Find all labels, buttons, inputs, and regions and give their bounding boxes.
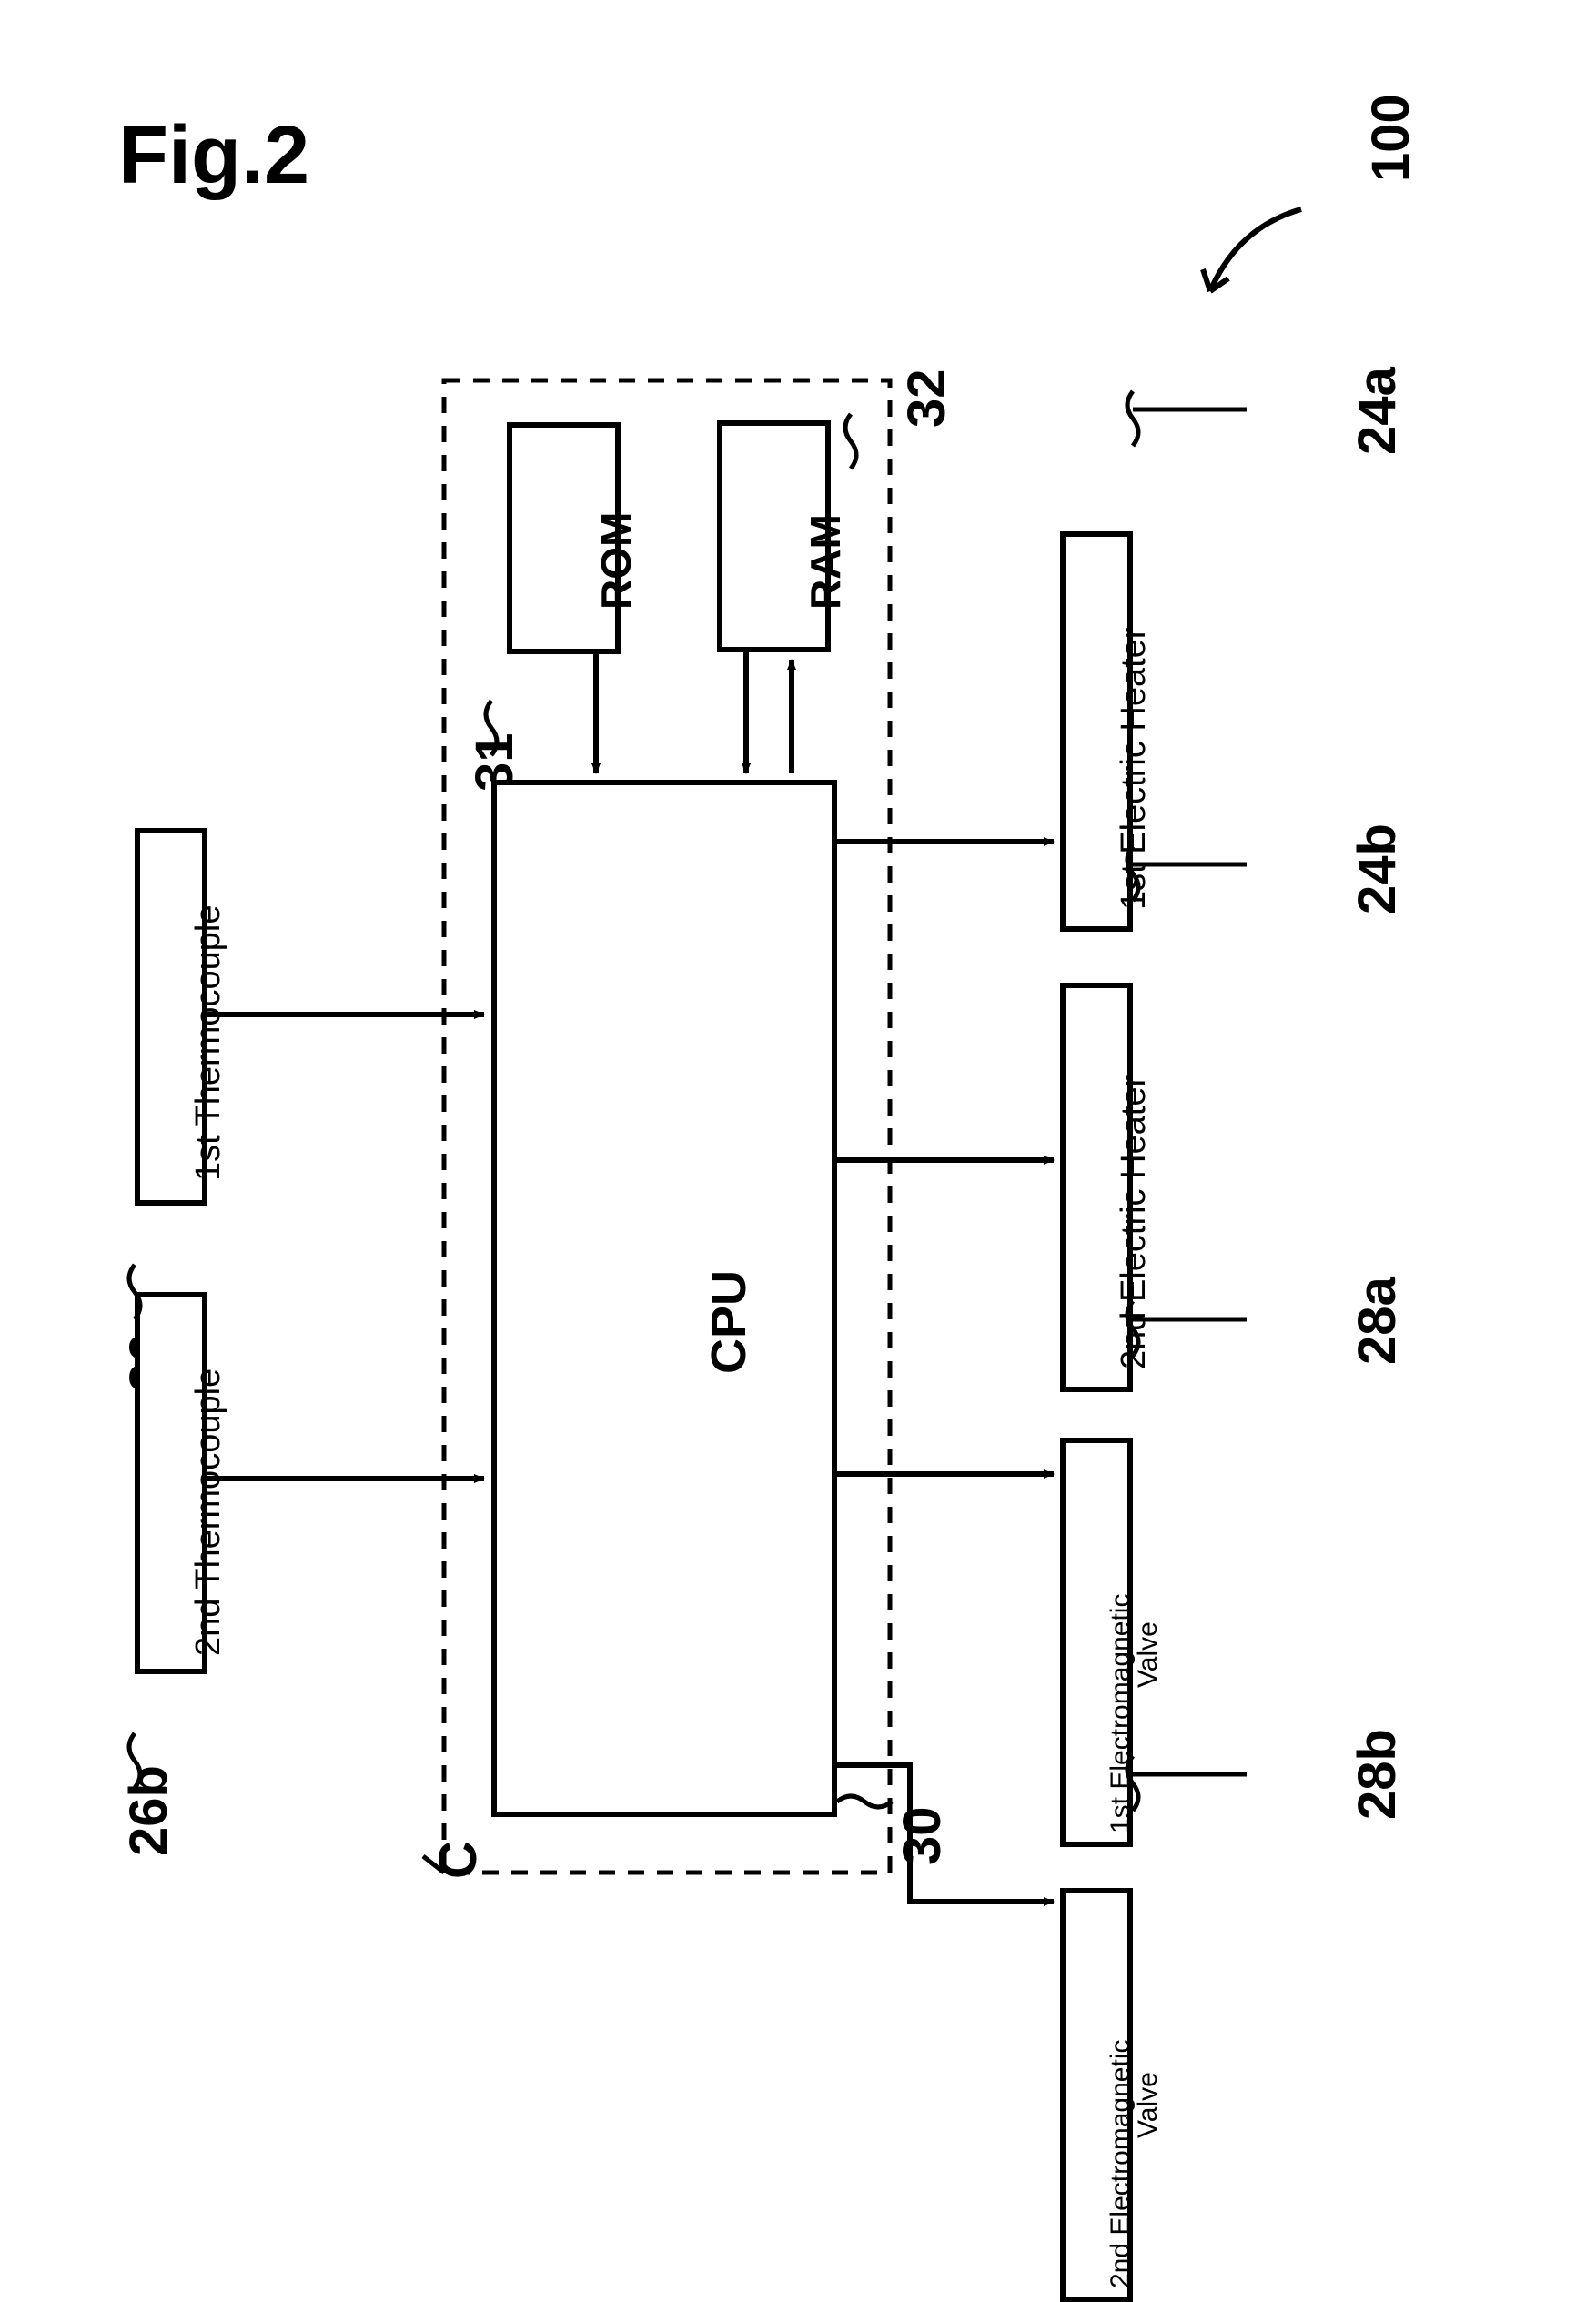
diagram-stage: Fig.2 100 ROM 31 RAM 32 CPU 30 1st Therm… <box>0 0 1596 2141</box>
connections-svg <box>0 0 1596 2141</box>
